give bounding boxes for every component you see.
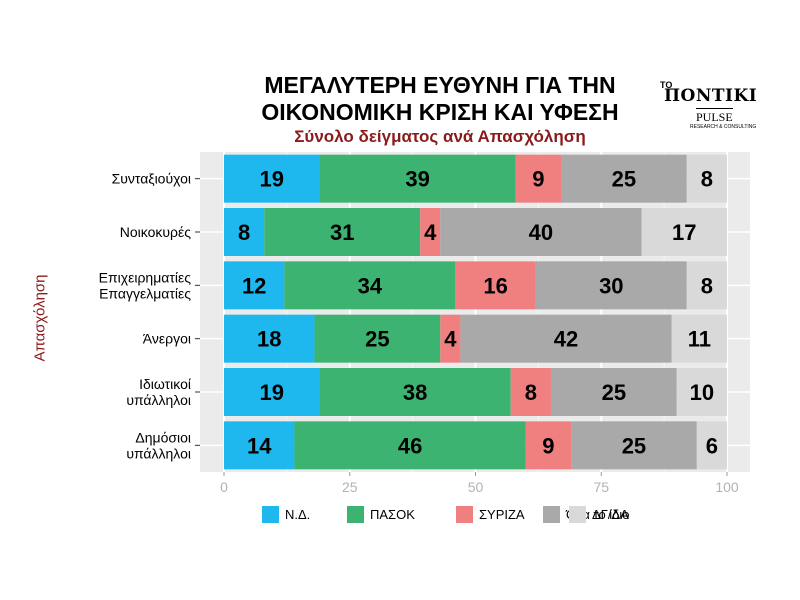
bar-value-label: 6 [706, 433, 718, 458]
bar-segment [420, 208, 441, 256]
bar-segment [561, 154, 687, 203]
legend-key [262, 506, 279, 523]
bar-value-label: 16 [483, 273, 507, 298]
bar-segment [696, 421, 727, 470]
category-label: Συνταξιούχοι [112, 171, 191, 187]
bar-segment [224, 261, 285, 310]
bar-segment [676, 368, 727, 416]
legend-key [347, 506, 364, 523]
legend-key [456, 506, 473, 523]
category-label: Νοικοκυρές [120, 224, 191, 240]
bar-segment [535, 261, 687, 310]
legend-label: ΣΥΡΙΖΑ [479, 507, 525, 522]
bar-segment [294, 421, 526, 470]
bar-segment [455, 261, 536, 310]
logo-pulse-text: PULSE [696, 108, 733, 124]
x-tick-label: 0 [220, 479, 228, 495]
bar-value-label: 25 [602, 380, 626, 405]
legend-label: ΠΑΣΟΚ [370, 507, 415, 522]
logo-pulse-subtext: RESEARCH & CONSULTING [690, 124, 757, 130]
bar-segment [515, 154, 562, 203]
bar-segment [319, 154, 516, 203]
bar-segment [460, 314, 672, 363]
bar-segment [264, 208, 421, 256]
bar-segment [641, 208, 727, 256]
bar-segment [571, 421, 697, 470]
bar-value-label: 39 [405, 167, 429, 192]
bar-segment [686, 261, 727, 310]
bar-value-label: 8 [238, 220, 250, 245]
bar-value-label: 38 [403, 380, 427, 405]
bar-value-label: 14 [247, 433, 272, 458]
bar-value-label: 11 [688, 327, 711, 352]
bar-segment [224, 154, 320, 203]
bar-value-label: 34 [358, 273, 383, 298]
x-tick-label: 25 [342, 479, 358, 495]
category-label: Επιχειρηματίες [99, 269, 192, 285]
bar-value-label: 19 [260, 380, 284, 405]
category-label: υπάλληλοι [126, 445, 191, 461]
bar-value-label: 19 [260, 167, 284, 192]
chart-subtitle: Σύνολο δείγματος ανά Απασχόληση [294, 127, 586, 146]
bar-segment [314, 314, 441, 363]
legend-key [569, 506, 586, 523]
bar-segment [671, 314, 727, 363]
bar-value-label: 40 [529, 220, 553, 245]
bar-value-label: 17 [672, 220, 696, 245]
pontiki-pulse-logo: ΤΟ ΠΟΝΤΙΚΙ PULSE RESEARCH & CONSULTING [660, 80, 760, 130]
bar-value-label: 4 [444, 327, 457, 352]
x-tick-label: 50 [468, 479, 484, 495]
bar-value-label: 46 [398, 433, 422, 458]
bar-value-label: 9 [532, 167, 544, 192]
bar-value-label: 25 [612, 167, 636, 192]
bar-value-label: 12 [242, 273, 266, 298]
category-label: Άνεργοι [143, 331, 191, 347]
bar-value-label: 8 [701, 273, 713, 298]
category-label: υπάλληλοι [126, 392, 191, 408]
bar-segment [525, 421, 572, 470]
bar-value-label: 25 [365, 327, 389, 352]
chart-title-line-2: ΟΙΚΟΝΟΜΙΚΗ ΚΡΙΣΗ ΚΑΙ ΥΦΕΣΗ [261, 99, 619, 125]
logo-pontiki-text: ΠΟΝΤΙΚΙ [664, 86, 758, 106]
bar-value-label: 10 [690, 380, 714, 405]
bar-segment [224, 368, 320, 416]
bar-value-label: 8 [701, 167, 713, 192]
chart-title-line-1: ΜΕΓΑΛΥΤΕΡΗ ΕΥΘΥΝΗ ΓΙΑ ΤΗΝ [264, 72, 616, 98]
category-label: Ιδιωτικοί [139, 376, 191, 392]
bar-value-label: 8 [525, 380, 537, 405]
x-tick-label: 75 [593, 479, 609, 495]
legend-key [543, 506, 560, 523]
bar-segment [224, 208, 265, 256]
bar-segment [440, 208, 642, 256]
logo-to-text: ΤΟ [660, 80, 673, 90]
bar-segment [319, 368, 511, 416]
bar-value-label: 30 [599, 273, 623, 298]
bar-value-label: 4 [424, 220, 437, 245]
bar-segment [284, 261, 456, 310]
legend-label: Ν.Δ. [285, 507, 310, 522]
category-label: Δημόσιοι [135, 429, 191, 445]
bar-segment [224, 421, 295, 470]
bar-segment [224, 314, 315, 363]
bar-segment [686, 154, 727, 203]
bar-value-label: 9 [542, 433, 554, 458]
bar-segment [510, 368, 551, 416]
legend-label: ΔΓ/ΔΑ [592, 507, 629, 522]
bar-segment [440, 314, 461, 363]
bar-value-label: 18 [257, 327, 281, 352]
category-label: Επαγγελματίες [99, 285, 191, 301]
bar-segment [550, 368, 677, 416]
bar-value-label: 42 [554, 327, 578, 352]
bar-value-label: 25 [622, 433, 646, 458]
x-tick-label: 100 [715, 479, 739, 495]
bar-value-label: 31 [330, 220, 354, 245]
